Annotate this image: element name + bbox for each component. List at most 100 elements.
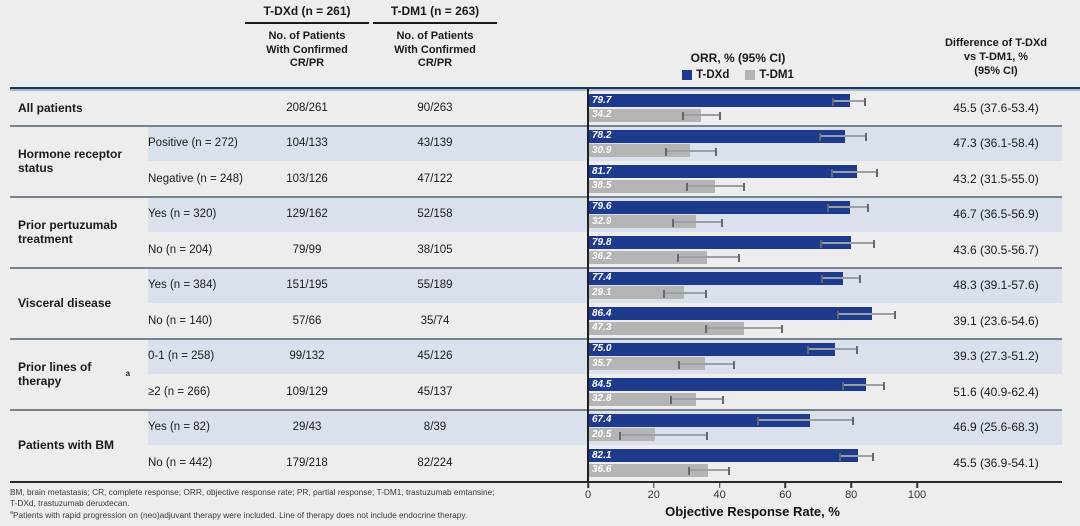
orr-bar-cell: 86.4 47.3 [588, 303, 930, 339]
ci-cap [859, 275, 862, 283]
group-separator [10, 124, 1062, 127]
subgroup-section: Visceral disease Yes (n = 384) 151/195 55/1… [0, 267, 1080, 339]
table-row: Negative (n = 248) 103/126 47/122 81.7 38.5 4… [148, 161, 1080, 197]
tdm1-bar: 29.1 [588, 286, 684, 299]
table-row: No (n = 204) 79/99 38/105 79.8 36.2 43.6 (30.… [148, 232, 1080, 268]
difference-value: 48.3 (39.1-57.6) [953, 278, 1039, 293]
tdm1-bar-value: 47.3 [592, 322, 612, 333]
ci-whisker [678, 360, 736, 369]
orr-bar-cell: 84.5 32.8 [588, 374, 930, 410]
subgroup-label: Yes (n = 384) [148, 279, 217, 292]
ci-cap [705, 325, 708, 333]
tdm1-crpr-value: 55/189 [417, 279, 453, 292]
subgroup-label: ≥2 (n = 266) [148, 385, 211, 398]
tdxd-bar-value: 78.2 [592, 130, 612, 141]
subgroup-label: No (n = 442) [148, 456, 213, 469]
tdxd-bar-value: 82.1 [592, 449, 612, 461]
ci-cap [687, 467, 690, 475]
group-label-text: Visceral disease [18, 296, 112, 310]
orr-plot: 79.8 36.2 [588, 232, 917, 268]
subgroup-label: Yes (n = 82) [148, 421, 210, 434]
tdxd-bar: 79.7 [588, 94, 851, 107]
subgroup-section: Prior lines of therapy a 0-1 (n = 258) 99/1… [0, 338, 1080, 410]
ci-cap [662, 289, 665, 298]
group-label-superscript: a [125, 369, 130, 378]
x-tick-mark [850, 482, 852, 488]
orr-bar-cell: 78.2 30.9 [588, 126, 930, 162]
tdm1-column-header: T-DM1 (n = 263) [373, 4, 497, 24]
table-row: No (n = 140) 57/66 35/74 86.4 47.3 39.1 (23.6… [148, 303, 1080, 339]
tdm1-bar-value: 30.9 [592, 144, 612, 156]
group-label-text: Patients with BM [18, 438, 115, 452]
difference-header-line: Difference of T-DXd [944, 37, 1048, 49]
tdm1-crpr-value: 47/122 [417, 172, 453, 185]
tdxd-bar: 78.2 [588, 129, 846, 143]
subgroup-label: Positive (n = 272) [148, 137, 238, 150]
tdxd-crpr-value: 129/162 [286, 208, 328, 221]
x-tick-label: 0 [584, 488, 592, 501]
ci-cap [893, 310, 896, 319]
footnotes: BM, brain metastasis; CR, complete respo… [10, 487, 495, 520]
difference-value: 45.5 (36.9-54.1) [953, 455, 1039, 470]
ci-whisker [831, 168, 878, 177]
footnote-a-text: Patients with rapid progression on (neo)… [13, 509, 468, 520]
table-body: All patients 208/261 90/263 79.7 34.2 45.5 (3… [0, 90, 1080, 481]
ci-cap [733, 360, 736, 369]
tdm1-subheader: No. of Patients With Confirmed CR/PR [370, 30, 500, 71]
ci-cap [841, 381, 844, 390]
ci-cap [678, 360, 681, 369]
ci-whisker [686, 183, 746, 191]
ci-cap [831, 168, 834, 177]
x-tick-label: 60 [779, 488, 792, 501]
orr-axis-title: ORR, % (95% CI) [690, 51, 786, 65]
x-tick-mark [718, 482, 721, 488]
ci-cap [681, 112, 684, 120]
tdxd-bar-value: 81.7 [592, 165, 612, 177]
subgroup-rows: 208/261 90/263 79.7 34.2 45.5 (37.6-53.4) [148, 90, 1080, 126]
orr-bar-cell: 79.6 32.9 [588, 197, 930, 233]
ci-cap [743, 183, 746, 191]
ci-cap [670, 396, 673, 404]
ci-cap [867, 204, 870, 212]
orr-plot: 84.5 32.8 [588, 374, 917, 410]
ci-cap [686, 183, 689, 191]
orr-bar-cell: 75.0 35.7 [588, 339, 930, 375]
subheader-line: CR/PR [289, 57, 325, 69]
group-separator [10, 337, 1062, 340]
ci-whisker [819, 239, 875, 248]
ci-cap [826, 204, 829, 212]
group-label: Visceral disease [0, 268, 148, 339]
x-tick-mark [587, 482, 589, 488]
tdm1-bar: 32.9 [588, 215, 697, 228]
ci-cap [856, 346, 859, 354]
subgroup-rows: Yes (n = 82) 29/43 8/39 67.4 20.5 46.9 (25.6-… [148, 409, 1080, 481]
header-rule [10, 86, 1080, 89]
orr-plot: 81.7 38.5 [588, 161, 917, 197]
tdxd-bar-value: 75.0 [592, 343, 612, 354]
orr-plot: 78.2 30.9 [588, 126, 917, 162]
ci-cap [721, 396, 724, 404]
tdm1-crpr-value: 82/224 [417, 456, 453, 469]
ci-cap [715, 147, 718, 156]
tdm1-crpr-value: 45/126 [417, 350, 453, 363]
orr-bar-cell: 67.4 20.5 [588, 410, 930, 446]
orr-plot: 67.4 20.5 [588, 410, 917, 446]
ci-cap [865, 133, 868, 141]
ci-whisker [826, 204, 870, 212]
subgroup-label: Negative (n = 248) [148, 172, 243, 185]
tdxd-crpr-value: 179/218 [286, 456, 328, 469]
tdm1-crpr-value: 35/74 [420, 314, 450, 327]
subgroup-section: Patients with BM Yes (n = 82) 29/43 8/39 67.… [0, 409, 1080, 481]
footnote-a: aPatients with rapid progression on (neo… [10, 508, 495, 520]
ci-whisker [757, 417, 855, 425]
tdxd-bar: 75.0 [588, 342, 835, 356]
ci-whisker [837, 310, 896, 319]
group-label: All patients [0, 90, 148, 126]
ci-cap [839, 452, 842, 461]
ci-whisker [618, 431, 709, 440]
group-label-text: Hormone receptor status [18, 147, 123, 175]
tdxd-bar-value: 79.8 [592, 236, 612, 248]
ci-cap [728, 467, 731, 475]
difference-value: 51.6 (40.9-62.4) [953, 384, 1039, 399]
subgroup-rows: Yes (n = 320) 129/162 52/158 79.6 32.9 46.7 (… [148, 196, 1080, 268]
